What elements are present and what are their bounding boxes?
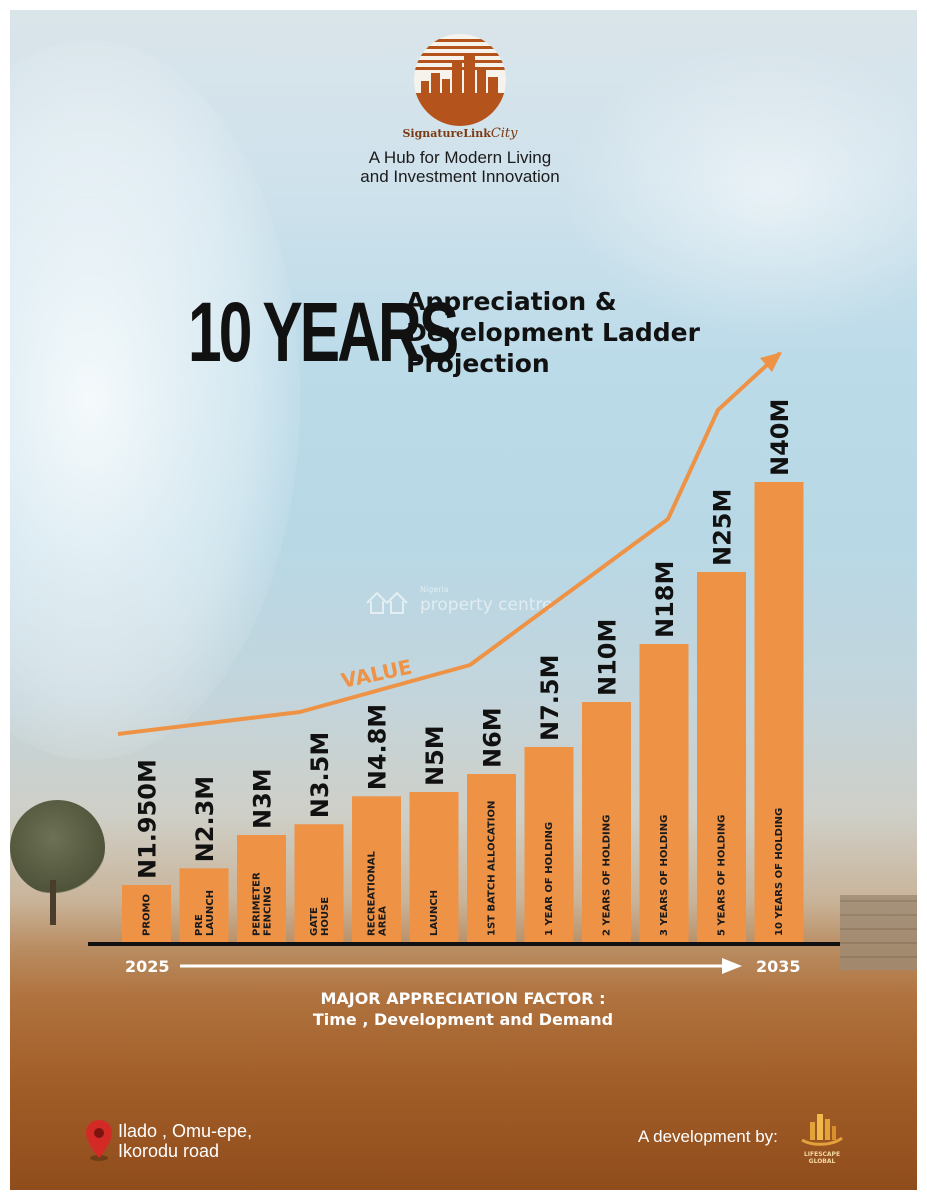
cloud (560, 40, 927, 340)
factor-line-2: Time , Development and Demand (312, 1010, 614, 1029)
category-label: 10 YEARS OF HOLDING (774, 808, 785, 936)
value-label: N4.8M (364, 704, 392, 790)
value-label: N10M (594, 619, 622, 696)
brand-name: SignatureLinkCity (350, 126, 570, 141)
year-end: 2035 (756, 957, 801, 976)
watermark-big: property centre (420, 595, 553, 615)
city-skyline-logo-icon (414, 34, 506, 126)
trend-line (117, 351, 782, 736)
house-watermark-icon (366, 591, 408, 614)
developer-logo-icon (801, 1114, 843, 1146)
brand-main: SignatureLink (402, 127, 491, 140)
sub-title-line-3: Projection (406, 349, 550, 378)
developer-name-line-1: LIFESCAPE (803, 1151, 841, 1158)
location-line-1: Ilado , Omu-epe, (118, 1121, 253, 1141)
value-label: N3M (249, 768, 277, 829)
bar (122, 885, 171, 942)
category-label: 2 YEARS OF HOLDING (602, 815, 613, 936)
bar (409, 792, 459, 942)
value-label: N5M (421, 725, 449, 786)
tagline-line-1: A Hub for Modern Living (368, 148, 552, 167)
bar (582, 702, 631, 942)
location-address: Ilado , Omu-epe, Ikorodu road (118, 1121, 252, 1161)
category-label: 1ST BATCH ALLOCATION (487, 801, 498, 936)
category-label: PERIMETERFENCING (252, 872, 274, 936)
bar (467, 774, 516, 942)
tree-trunk (50, 880, 56, 925)
tagline-line-2: and Investment Innovation (360, 167, 560, 186)
value-label: N3.5M (306, 732, 334, 818)
brand-script: City (490, 126, 518, 141)
developer-name: LIFESCAPE GLOBAL (790, 1151, 854, 1165)
value-label: N18M (651, 561, 679, 638)
sub-title-line-1: Appreciation & (406, 287, 617, 316)
value-label: N1.950M (134, 759, 162, 879)
developer-name-line-2: GLOBAL (808, 1158, 836, 1165)
developer-label: A development by: (638, 1127, 778, 1146)
category-label: PROMO (142, 894, 153, 936)
category-label: 3 YEARS OF HOLDING (659, 815, 670, 936)
trend-arrow-head (760, 352, 782, 372)
bar (639, 644, 689, 942)
category-label: GATEHOUSE (309, 897, 331, 936)
category-label: RECREATIONALAREA (367, 850, 389, 936)
bar (352, 796, 401, 942)
location-pin-icon (86, 1120, 112, 1161)
category-label: 1 YEAR OF HOLDING (544, 822, 555, 936)
tree (10, 800, 105, 895)
value-label: N6M (479, 707, 507, 768)
tagline: A Hub for Modern Living and Investment I… (280, 148, 640, 186)
big-title: 10 YEARS (188, 285, 459, 379)
bar (697, 572, 746, 942)
location-line-2: Ikorodu road (118, 1141, 220, 1161)
sub-title-line-2: Development Ladder (406, 318, 700, 347)
value-label: N25M (709, 489, 737, 566)
category-label: LAUNCH (429, 890, 440, 936)
bar (754, 482, 804, 942)
block-wall (840, 895, 920, 970)
bar (524, 747, 574, 942)
trend-label: VALUE (339, 655, 414, 693)
timeline-arrow-head (722, 958, 742, 974)
category-label: 5 YEARS OF HOLDING (717, 815, 728, 936)
bar (294, 824, 344, 942)
bar (237, 835, 286, 942)
category-label: PRELAUNCH (194, 890, 216, 936)
factor-line-1: MAJOR APPRECIATION FACTOR : (320, 989, 606, 1008)
year-start: 2025 (125, 957, 170, 976)
value-label: N40M (766, 399, 794, 476)
value-label: N7.5M (536, 655, 564, 741)
sub-title: Appreciation & Development Ladder Projec… (406, 286, 700, 379)
appreciation-factor: MAJOR APPRECIATION FACTOR : Time , Devel… (263, 988, 663, 1030)
watermark-small: Nigeria (420, 585, 449, 594)
value-label: N2.3M (191, 776, 219, 862)
bar (179, 868, 229, 942)
